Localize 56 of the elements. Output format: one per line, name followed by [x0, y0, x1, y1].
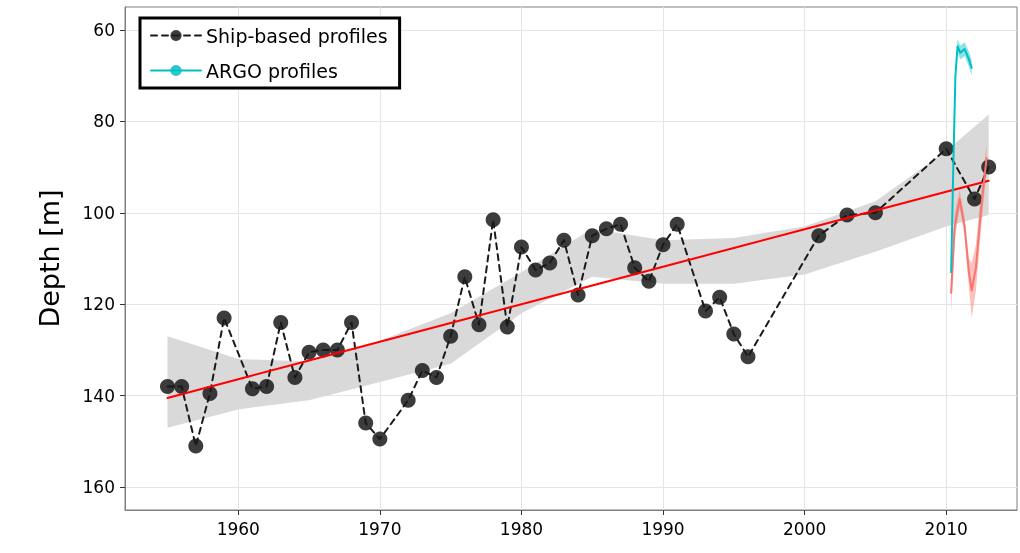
point [627, 260, 643, 276]
point [740, 349, 756, 365]
point [174, 379, 190, 395]
x-tick-label: 1960 [216, 518, 260, 539]
point [400, 392, 416, 408]
line-series [166, 179, 990, 399]
point [188, 438, 204, 454]
point [344, 315, 360, 331]
point [513, 239, 529, 255]
x-tick-label: 2000 [782, 518, 827, 539]
point [216, 310, 232, 326]
point [967, 191, 983, 207]
point [698, 303, 714, 319]
point [287, 369, 303, 385]
y-tick-label: 120 [82, 294, 115, 315]
x-tick-label: 1980 [499, 518, 544, 539]
point [811, 228, 827, 244]
point [273, 315, 289, 331]
point [358, 415, 374, 431]
y-tick-label: 80 [93, 111, 115, 132]
y-tick-label: 160 [82, 477, 115, 498]
point [641, 273, 657, 289]
point [471, 317, 487, 333]
x-tick-label: 1970 [358, 518, 402, 539]
point [315, 342, 331, 358]
point [726, 326, 742, 342]
point [202, 385, 218, 401]
point [244, 381, 260, 397]
point [669, 216, 685, 232]
point [457, 269, 473, 285]
y-tick-label: 60 [93, 19, 115, 40]
y-tick-label: 100 [82, 202, 115, 223]
x-tick-label: 1990 [641, 518, 685, 539]
point [443, 328, 459, 344]
point [584, 228, 600, 244]
point [429, 369, 444, 385]
point [556, 232, 572, 248]
x-tick-label: 2010 [924, 518, 968, 539]
point [938, 141, 954, 157]
y-axis-title: Depth [m] [34, 189, 65, 328]
point [598, 221, 614, 237]
point [301, 344, 317, 360]
point [499, 319, 515, 335]
point [712, 289, 728, 305]
point [159, 379, 175, 395]
point [372, 431, 388, 447]
y-tick-label: 140 [82, 385, 115, 406]
legend-label: ARGO profiles [206, 59, 338, 82]
point [259, 379, 275, 395]
point [528, 262, 544, 278]
point [414, 363, 430, 379]
point [613, 216, 629, 232]
legend-label: Ship-based profiles [206, 24, 388, 47]
point [655, 237, 671, 253]
point [485, 212, 501, 228]
point [542, 255, 558, 271]
